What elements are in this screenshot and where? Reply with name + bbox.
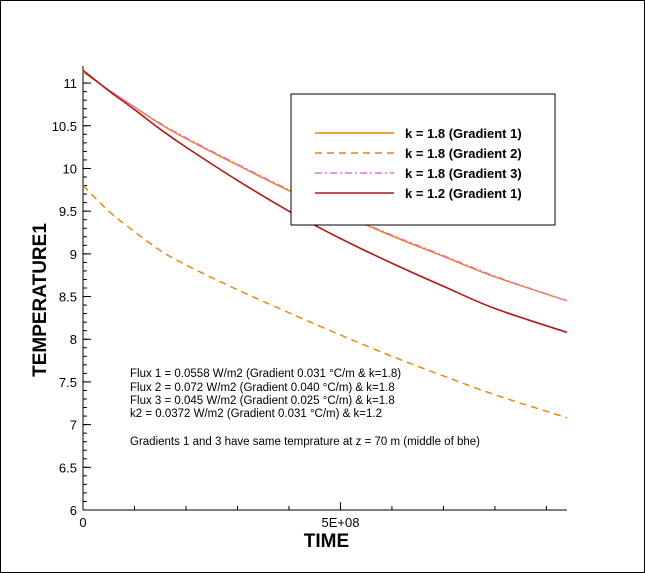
y-tick-label: 7.5 xyxy=(59,375,77,390)
series-line-3 xyxy=(82,70,568,302)
ticks: 6 6.5 7 7.5 8 8.5 9 9.5 10 10.5 11 0 5E+08 xyxy=(52,76,547,530)
x-tick-label: 5E+08 xyxy=(321,515,359,530)
y-tick-label: 10 xyxy=(63,161,77,176)
y-tick-label: 8 xyxy=(70,332,77,347)
series-line-2 xyxy=(82,185,568,419)
y-tick-label: 9 xyxy=(70,247,77,262)
legend-label-1: k = 1.8 (Gradient 1) xyxy=(405,126,522,141)
y-tick-label: 9.5 xyxy=(59,204,77,219)
annotation-line-2: Flux 2 = 0.072 W/m2 (Gradient 0.040 °C/m… xyxy=(130,382,395,394)
y-axis-title: TEMPERATURE1 xyxy=(30,223,51,377)
y-tick-label: 7 xyxy=(70,418,77,433)
x-tick-label: 0 xyxy=(79,515,86,530)
legend-box xyxy=(290,93,556,226)
annotation-line-1: Flux 1 = 0.0558 W/m2 (Gradient 0.031 °C/… xyxy=(130,368,401,380)
legend-label-4: k = 1.2 (Gradient 1) xyxy=(405,186,522,201)
y-tick-label: 8.5 xyxy=(59,290,77,305)
annotations: Flux 1 = 0.0558 W/m2 (Gradient 0.031 °C/… xyxy=(130,368,480,448)
x-axis-title: TIME xyxy=(304,531,349,552)
legend: k = 1.8 (Gradient 1) k = 1.8 (Gradient 2)… xyxy=(290,93,556,226)
legend-label-2: k = 1.8 (Gradient 2) xyxy=(405,146,522,161)
y-tick-label: 6.5 xyxy=(59,460,77,475)
annotation-line-3: Flux 3 = 0.045 W/m2 (Gradient 0.025 °C/m… xyxy=(130,395,395,407)
y-tick-label: 10.5 xyxy=(52,119,77,134)
annotation-line-4: k2 = 0.0372 W/m2 (Gradient 0.031 °C/m) &… xyxy=(130,408,382,420)
annotation-line-5: Gradients 1 and 3 have same temprature a… xyxy=(130,436,480,448)
series-line-4 xyxy=(82,69,568,334)
y-tick-label: 11 xyxy=(64,76,78,91)
series-lines xyxy=(82,69,568,419)
legend-label-3: k = 1.8 (Gradient 3) xyxy=(405,166,522,181)
y-tick-label: 6 xyxy=(70,503,77,518)
